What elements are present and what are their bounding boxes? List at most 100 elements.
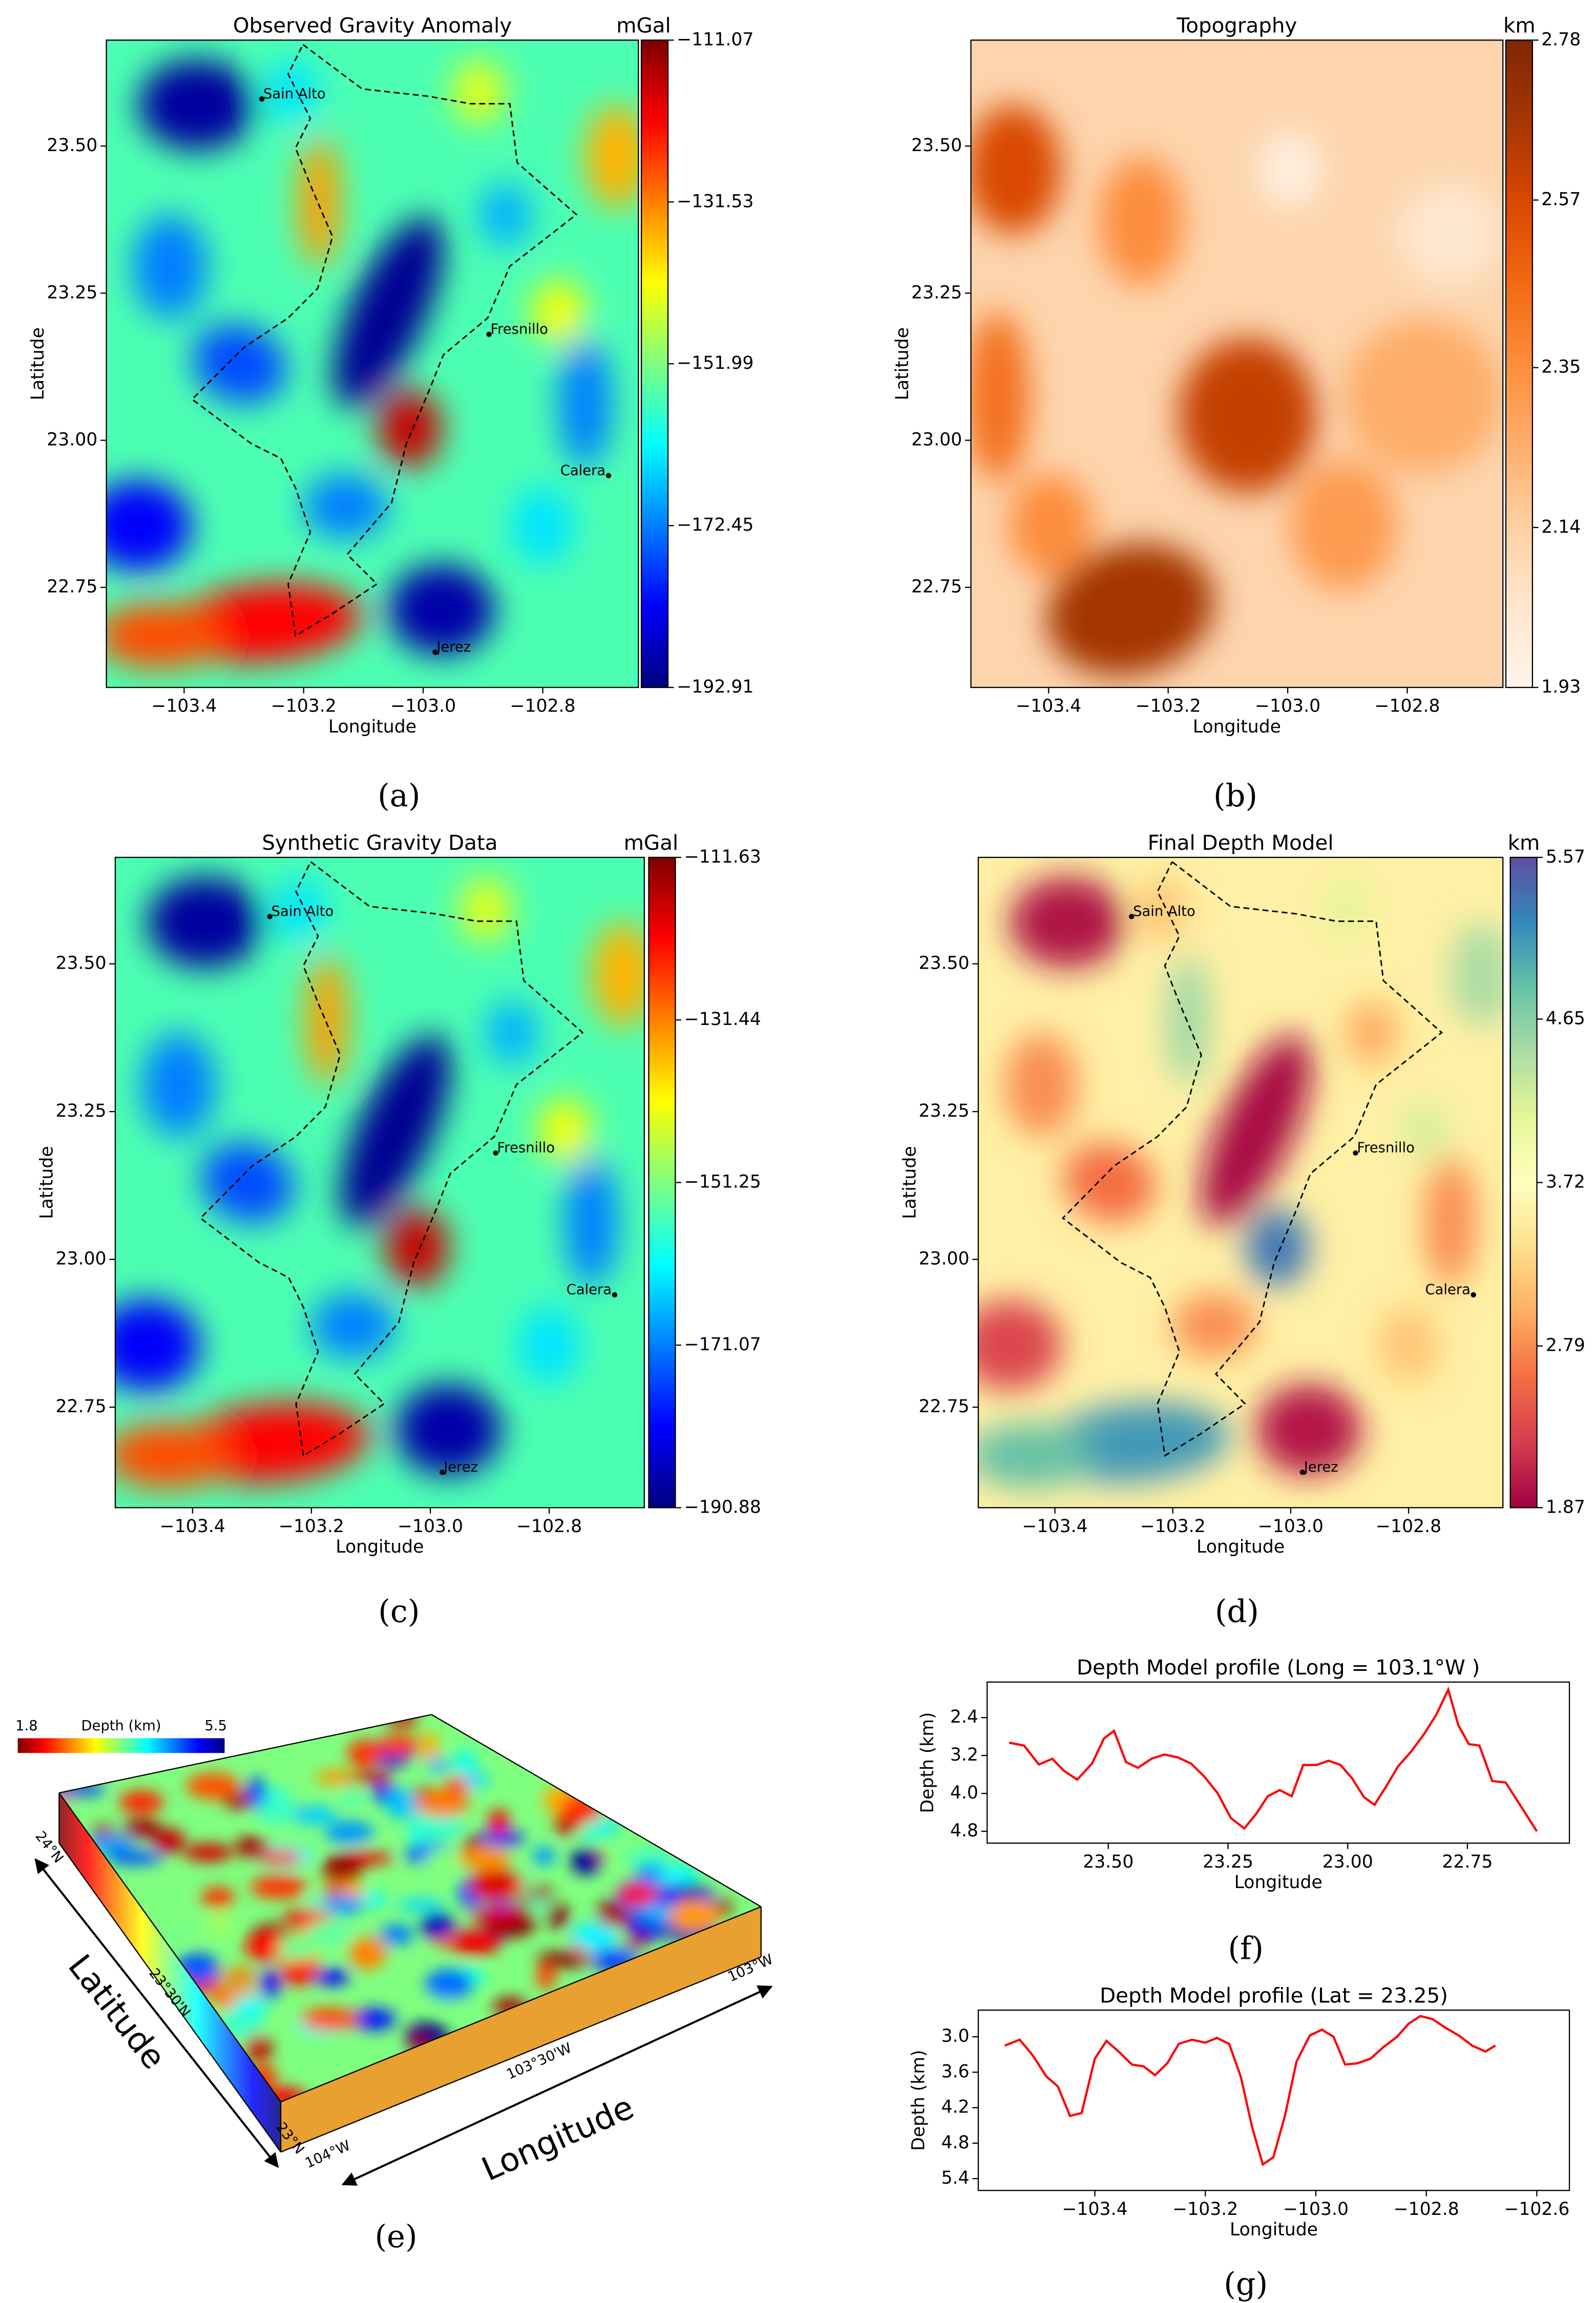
colorbar <box>1509 856 1538 1509</box>
heatmap-blob <box>971 104 1062 235</box>
x-tick-label: −103.4 <box>1016 696 1081 717</box>
colorbar-label: km <box>1503 13 1536 37</box>
y-tick-label: 3.6 <box>941 2061 970 2082</box>
y-tick-label: 4.8 <box>941 2132 970 2153</box>
surface-blob <box>617 1883 658 1905</box>
surface-blob <box>164 1924 188 1943</box>
surface-blob <box>449 1929 501 1956</box>
plot-frame <box>114 856 645 1509</box>
x-axis-label: Longitude <box>1196 1537 1285 1557</box>
surface-blob <box>301 2007 360 2031</box>
heatmap-blob <box>1172 1293 1256 1358</box>
surface-blob <box>350 1771 394 1784</box>
heatmap-blob <box>377 389 442 468</box>
heatmap-blob <box>115 1423 232 1489</box>
surface-blob <box>277 1948 313 1961</box>
panel-label: (b) <box>1213 778 1257 814</box>
heatmap-blob <box>1398 1098 1451 1163</box>
colorbar-tick-label: 5.57 <box>1546 847 1585 867</box>
heatmap-blob <box>585 104 639 208</box>
surface-blob <box>201 1887 235 1908</box>
x-tick-label: 23.25 <box>1203 1852 1253 1872</box>
chart-title: Observed Gravity Anomaly <box>233 13 512 37</box>
x-tick-label: −103.0 <box>1255 696 1320 717</box>
colorbar-tick-label: −131.53 <box>677 191 753 212</box>
surface-blob <box>183 1843 233 1862</box>
y-tick-label: 23.00 <box>911 430 962 450</box>
heatmap-blob <box>1046 543 1214 676</box>
heatmap-blob <box>478 182 532 247</box>
surface-blob <box>247 1777 266 1808</box>
surface-blob <box>349 1937 386 1970</box>
surface-blob <box>457 1846 511 1870</box>
heatmap-blob <box>1136 876 1188 942</box>
colorbar-label: mGal <box>624 831 679 855</box>
heatmap-blob <box>1004 1033 1078 1137</box>
colorbar-tick-label: 4.65 <box>1546 1009 1585 1029</box>
colorbar-tick-label: 1.87 <box>1546 1497 1585 1517</box>
y-axis-label: Depth (km) <box>917 1712 938 1813</box>
heatmap-blob <box>452 59 506 124</box>
x-tick-label: −102.8 <box>510 696 576 717</box>
x-tick-label: −103.2 <box>1136 696 1201 717</box>
surface-blob <box>425 1969 473 2000</box>
surface-blob <box>571 1847 601 1875</box>
colorbar-tick-label: −172.45 <box>677 515 753 535</box>
heatmap-texture <box>978 876 1503 1489</box>
surface-blob <box>408 1827 429 1846</box>
heatmap-blob <box>1063 1142 1156 1223</box>
surface-blob <box>280 1953 318 1986</box>
surface-blob <box>119 1790 164 1814</box>
heatmap-blob <box>1008 474 1094 578</box>
profile-line <box>1004 2015 1496 2166</box>
y-tick-label: 22.75 <box>47 577 97 597</box>
heatmap-blob <box>532 279 585 345</box>
surface-blob <box>623 1850 675 1866</box>
surface-blob <box>536 1963 556 1991</box>
x-tick-label: −103.2 <box>271 696 337 717</box>
heatmap-texture <box>971 104 1503 676</box>
heatmap-blob <box>201 1142 295 1223</box>
plot-frame <box>106 39 639 688</box>
colorbar-tick-label: 1.93 <box>1541 677 1581 697</box>
x-tick-label: −103.4 <box>1062 2199 1128 2220</box>
surface-blob <box>533 1847 556 1866</box>
heatmap-blob <box>1319 876 1372 942</box>
surface-blob <box>479 1831 526 1846</box>
surface-blob <box>379 1924 414 1945</box>
city-marker <box>439 1469 445 1475</box>
plot-frame <box>986 1681 1570 1844</box>
panel-label: (f) <box>1228 1931 1264 1966</box>
colorbar <box>17 1738 225 1753</box>
city-label: Calera <box>560 463 605 478</box>
surface-blob <box>446 1776 469 1793</box>
surface-blob <box>308 1919 353 1943</box>
heatmap-blob <box>1201 1035 1312 1226</box>
heatmap-blob <box>106 480 192 571</box>
heatmap-blob <box>971 312 1030 480</box>
city-marker <box>605 473 612 478</box>
plot-frame <box>970 39 1504 688</box>
heatmap-blob <box>1246 1208 1309 1287</box>
heatmap-texture <box>106 59 639 668</box>
colorbar-tick-label: −111.07 <box>677 29 753 50</box>
colorbar-tick-label: 3.72 <box>1546 1172 1585 1192</box>
box-edge <box>431 1714 762 1908</box>
y-tick-label: 23.50 <box>911 135 962 156</box>
heatmap-blob <box>517 1306 581 1385</box>
surface-blob <box>315 1969 350 1986</box>
colorbar-label: mGal <box>616 13 671 37</box>
heatmap-blob <box>106 603 224 668</box>
panel-label: (a) <box>377 778 420 814</box>
city-label: Sain Alto <box>271 904 334 919</box>
colorbar-tick-label: −131.44 <box>684 1009 761 1030</box>
city-label: Jerez <box>1303 1459 1338 1475</box>
y-tick-label: 4.0 <box>950 1783 978 1803</box>
colorbar-tick-label: 2.14 <box>1541 517 1581 537</box>
heatmap-blob <box>1167 955 1209 1085</box>
heatmap-blob <box>298 137 341 267</box>
surface-blob <box>676 1884 705 1900</box>
x-tick-label: 22.75 <box>1442 1852 1493 1872</box>
heatmap-blob <box>591 922 644 1027</box>
